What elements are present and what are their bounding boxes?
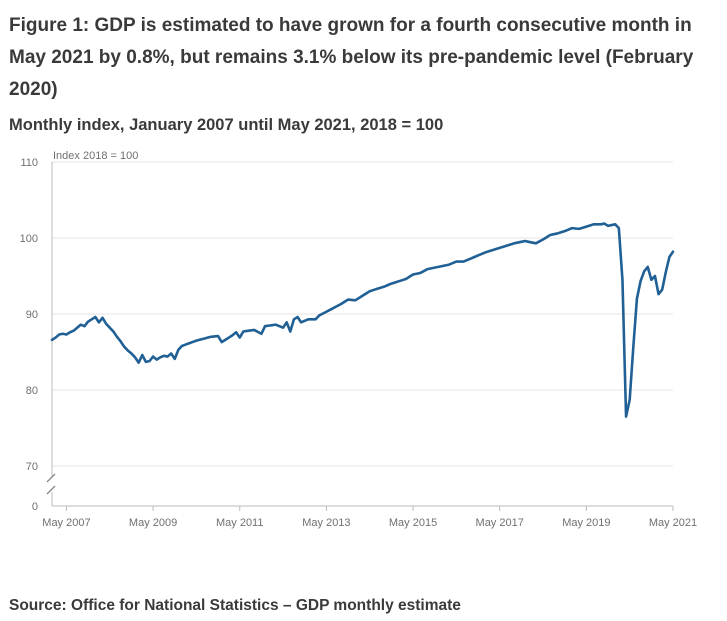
x-tick-label: May 2007 (42, 517, 90, 529)
chart-subtitle: Monthly index, January 2007 until May 20… (9, 116, 444, 134)
x-tick-label: May 2017 (476, 517, 524, 529)
gridlines (52, 161, 673, 507)
axis-break-mark (46, 473, 56, 495)
y-tick-label: 70 (26, 461, 38, 473)
y-tick-label: 90 (26, 309, 38, 321)
y-tick-label-zero: 0 (32, 501, 38, 513)
y-axis-label: Index 2018 = 100 (53, 150, 138, 162)
y-axis: 70 80 90 100 110 0 (20, 157, 56, 513)
x-tick-label: May 2019 (562, 517, 610, 529)
series-line-gdp (50, 222, 675, 418)
x-axis: May 2007 May 2009 May 2011 May 2013 May 2015… (42, 506, 697, 529)
x-tick-label: May 2015 (389, 517, 437, 529)
x-tick-label: May 2011 (216, 517, 264, 529)
x-tick-label: May 2013 (302, 517, 350, 529)
x-tick-label: May 2021 (649, 517, 697, 529)
y-tick-label: 110 (20, 157, 38, 169)
series-group (50, 222, 675, 418)
y-tick-label: 80 (26, 385, 38, 397)
y-tick-label: 100 (20, 233, 38, 245)
chart-title: Figure 1: GDP is estimated to have grown… (9, 15, 694, 100)
source-note: Source: Office for National Statistics –… (9, 597, 461, 614)
x-tick-label: May 2009 (129, 517, 177, 529)
